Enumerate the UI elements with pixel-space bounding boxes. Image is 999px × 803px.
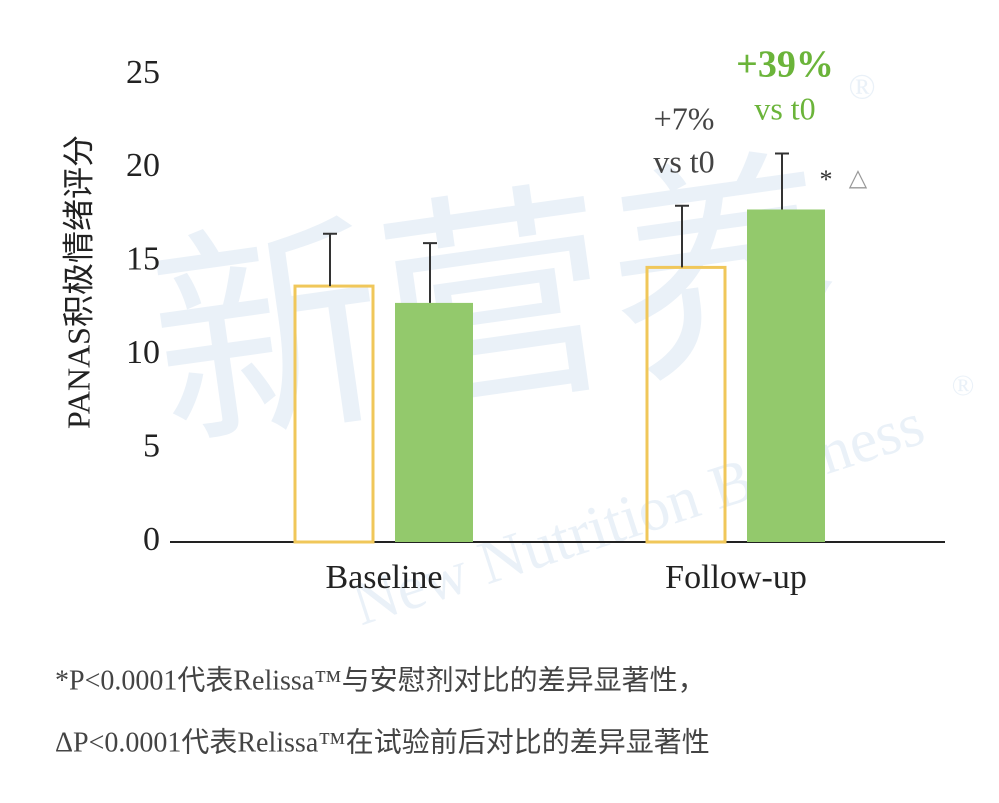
y-axis-label: PANAS积极情绪评分 [60, 135, 96, 429]
x-tick-label: Follow-up [665, 559, 807, 596]
x-tick-label: Baseline [325, 559, 442, 596]
annotation: +39% [736, 44, 834, 86]
bar [747, 209, 825, 542]
annotation: * [820, 165, 833, 194]
annotation: vs t0 [653, 143, 714, 179]
bar [395, 302, 473, 542]
footnote: *P<0.0001代表Relissa™与安慰剂对比的差异显著性， [55, 664, 706, 696]
bar [645, 265, 727, 544]
y-tick-label: 5 [143, 427, 160, 464]
y-tick-label: 15 [126, 241, 160, 278]
y-tick-label: 25 [126, 54, 160, 91]
bar [293, 284, 375, 544]
y-tick-label: 20 [126, 147, 160, 184]
y-tick-label: 10 [126, 334, 160, 371]
footnote: ΔP<0.0001代表Relissa™在试验前后对比的差异显著性 [55, 726, 710, 758]
error-bar [675, 204, 689, 268]
watermark: ® [952, 369, 975, 402]
error-bar [775, 152, 789, 210]
error-bar [423, 242, 437, 303]
y-tick-label: 0 [143, 521, 160, 558]
watermark: ® [848, 66, 875, 106]
error-bar [323, 232, 337, 287]
annotation: +7% [654, 100, 715, 136]
annotation: vs t0 [754, 90, 815, 126]
annotation: △ [849, 166, 868, 192]
